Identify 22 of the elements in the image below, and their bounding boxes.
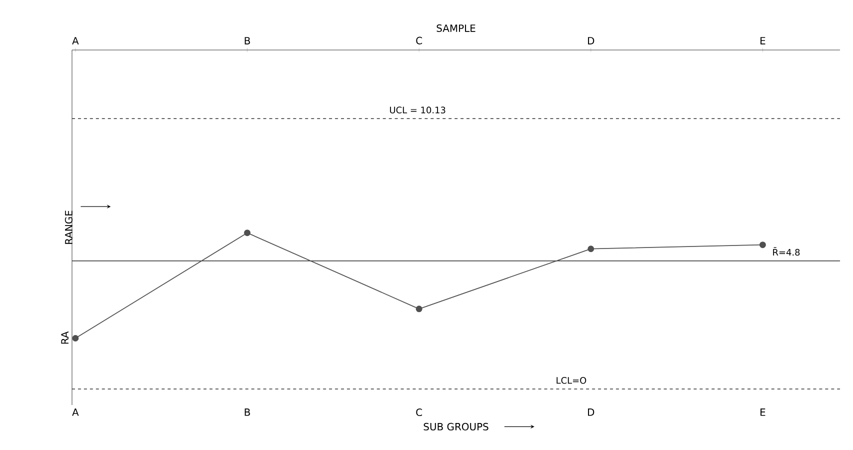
- x2-axis-title: SAMPLE: [436, 24, 476, 32]
- category-label: A: [72, 37, 79, 44]
- x-tick-label: B: [244, 408, 250, 416]
- category-label: D: [588, 37, 594, 44]
- text: RA: [61, 331, 68, 344]
- x-tick-label: A: [72, 408, 79, 416]
- x-axis-title: SUB GROUPS: [424, 422, 488, 430]
- category-label: B: [244, 37, 250, 44]
- category-label: C: [416, 36, 422, 44]
- x-tick-label: D: [588, 408, 594, 416]
- x-tick-label: E: [760, 408, 766, 416]
- x-tick-label: C: [416, 408, 422, 416]
- y-axis-title: RANGE: [64, 210, 72, 244]
- point: [588, 246, 594, 252]
- category-label: E: [760, 37, 766, 44]
- ref-line-label: R̄=4.8: [773, 247, 800, 256]
- point: [416, 306, 422, 312]
- point: [244, 230, 250, 236]
- point: [72, 335, 79, 342]
- point: [759, 242, 766, 248]
- ref-line-label: LCL=O: [556, 377, 586, 384]
- ref-line-label: UCL = 10.13: [390, 106, 446, 114]
